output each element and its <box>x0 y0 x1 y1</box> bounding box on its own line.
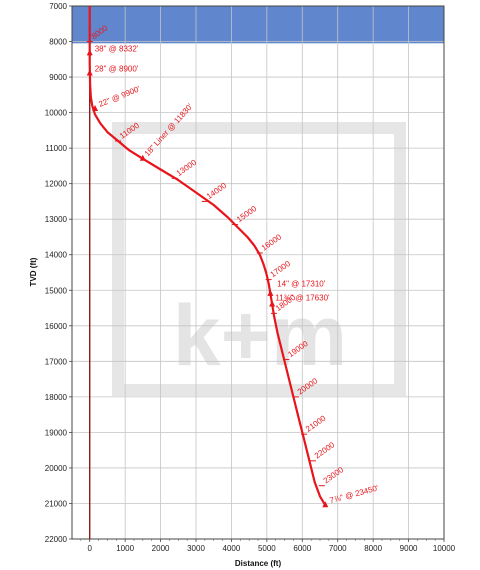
casing-label: 38" @ 8332' <box>95 44 139 53</box>
casing-marker <box>267 289 274 296</box>
watermark-text: k+m <box>173 288 348 384</box>
casing-label: 14" @ 17310' <box>277 279 326 288</box>
x-tick-label: 8000 <box>364 544 382 553</box>
casing-marker <box>322 501 329 508</box>
casing-label: 28" @ 8900' <box>95 65 139 74</box>
y-tick-label: 22000 <box>45 535 68 544</box>
y-tick-label: 10000 <box>45 109 68 118</box>
y-tick-label: 13000 <box>45 215 68 224</box>
y-axis-title: TVD (ft) <box>29 257 38 286</box>
shaded-band <box>72 6 444 44</box>
y-tick-label: 8000 <box>49 38 67 47</box>
y-tick-label: 15000 <box>45 286 68 295</box>
y-tick-label: 14000 <box>45 251 68 260</box>
y-tick-label: 21000 <box>45 499 68 508</box>
y-tick-label: 7000 <box>49 2 67 11</box>
casing-marker <box>92 105 99 112</box>
x-tick-label: 6000 <box>293 544 311 553</box>
y-tick-label: 18000 <box>45 393 68 402</box>
x-tick-label: 9000 <box>400 544 418 553</box>
x-tick-label: 3000 <box>187 544 205 553</box>
casing-marker <box>139 154 146 161</box>
trajectory-line <box>88 6 327 507</box>
x-tick-label: 2000 <box>152 544 170 553</box>
y-tick-label: 19000 <box>45 428 68 437</box>
x-tick-label: 0 <box>87 544 92 553</box>
x-tick-label: 10000 <box>433 544 456 553</box>
x-tick-label: 1000 <box>116 544 134 553</box>
y-tick-label: 16000 <box>45 322 68 331</box>
y-tick-label: 9000 <box>49 73 67 82</box>
x-tick-label: 7000 <box>329 544 347 553</box>
casing-marker <box>269 300 276 307</box>
y-tick-label: 17000 <box>45 357 68 366</box>
x-tick-label: 4000 <box>223 544 241 553</box>
casing-marker <box>86 69 93 76</box>
casing-marker <box>86 49 93 56</box>
y-tick-label: 11000 <box>45 144 67 153</box>
y-tick-label: 20000 <box>45 464 68 473</box>
plot-background <box>72 6 444 539</box>
casing-label: 11¾" @ 17630' <box>275 294 330 303</box>
y-tick-label: 12000 <box>45 180 68 189</box>
x-tick-label: 5000 <box>258 544 276 553</box>
watermark-frame <box>112 122 406 396</box>
x-axis-title: Distance (ft) <box>235 559 282 568</box>
